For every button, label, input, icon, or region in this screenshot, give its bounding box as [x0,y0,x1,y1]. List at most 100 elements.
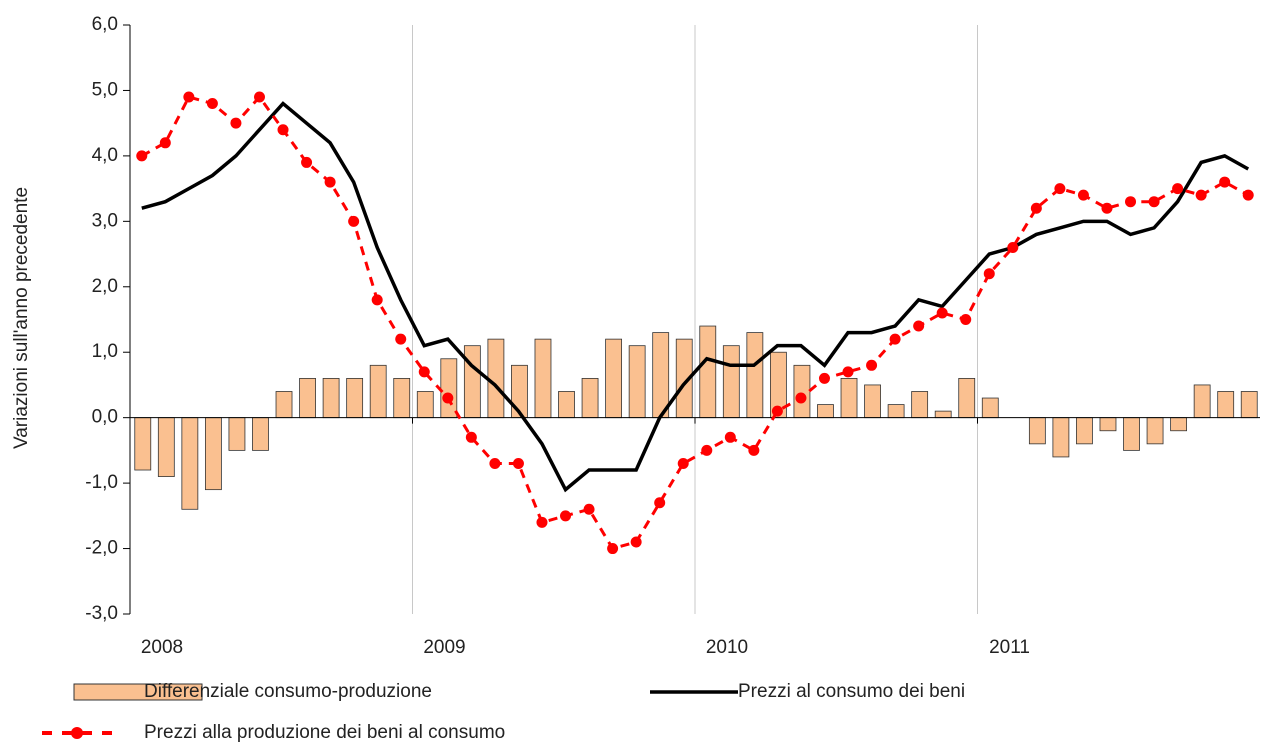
point [913,320,925,332]
bar [699,325,717,419]
point [771,405,783,417]
point [724,431,736,443]
legend-label: Prezzi al consumo dei beni [738,681,965,702]
y-axis-label: Variazioni sull'anno precedente [11,187,32,449]
bar [346,377,364,419]
point [206,98,218,110]
bar [1123,417,1140,451]
bar [864,384,881,419]
point [418,366,430,378]
bar [605,338,623,419]
bar [1052,417,1070,458]
bar [1028,417,1046,445]
bar [275,391,293,419]
bar [887,404,905,419]
bar [1240,391,1258,419]
bar [252,417,269,451]
point [866,359,878,371]
point [818,372,830,384]
y-tick-label: 2,0 [92,276,118,297]
point [983,268,995,280]
y-tick-label: -2,0 [85,538,118,559]
x-tick-label: 2011 [989,637,1030,658]
bar [746,332,764,419]
point [230,117,242,129]
legend-swatch [71,727,83,739]
bar [628,345,646,419]
y-tick-label: 6,0 [92,14,118,35]
bar [1146,417,1164,445]
bar [1217,391,1235,419]
point [583,503,595,515]
point [1054,183,1066,195]
bar [487,338,505,419]
point [1125,196,1137,208]
point [677,457,689,469]
point [253,91,265,103]
bar [558,391,575,419]
point [842,366,854,378]
bar [840,377,858,419]
bar [369,364,387,419]
point [1101,202,1113,214]
point [1007,242,1019,254]
point [607,543,619,555]
bar [157,417,175,477]
point [1219,176,1231,188]
legend-label: Differenziale consumo-produzione [144,681,432,702]
point [560,510,572,522]
bar [228,417,246,451]
point [512,457,524,469]
bar [393,377,411,419]
bar [958,377,976,419]
line-series [141,101,1250,493]
point [301,156,313,168]
bar [1099,417,1117,432]
bar [911,391,929,419]
bar [652,332,670,419]
y-tick-label: 1,0 [92,341,118,362]
point [465,431,477,443]
y-tick-label: 0,0 [92,407,118,428]
y-tick-label: -3,0 [85,603,118,624]
bar [204,417,222,491]
point [1148,196,1160,208]
point [536,516,548,528]
legend-swatch [73,683,203,701]
legend-label: Prezzi alla produzione dei beni al consu… [144,722,505,743]
point [324,176,336,188]
bar [722,345,740,419]
point [936,307,948,319]
point [795,392,807,404]
point [1195,189,1207,201]
point [277,124,289,136]
bar [416,391,434,419]
bar [134,417,152,471]
point [1172,183,1184,195]
bar [1193,384,1211,419]
bar [1076,417,1093,445]
point [960,314,972,325]
bar [440,358,458,419]
y-tick-label: -1,0 [85,472,118,493]
point [748,444,760,456]
bar [981,397,999,419]
x-tick-label: 2010 [706,637,748,658]
bar [534,338,552,419]
point [371,294,383,306]
y-tick-label: 3,0 [92,210,118,231]
point [654,497,666,509]
bar [817,404,834,419]
bar [793,364,811,419]
bar [934,410,952,419]
point [1077,189,1089,201]
point [159,137,171,149]
y-tick-label: 4,0 [92,145,118,166]
point [489,457,501,469]
point [889,333,901,345]
point [1242,189,1254,201]
point [136,150,148,162]
point [183,91,195,103]
x-tick-label: 2008 [141,637,183,658]
